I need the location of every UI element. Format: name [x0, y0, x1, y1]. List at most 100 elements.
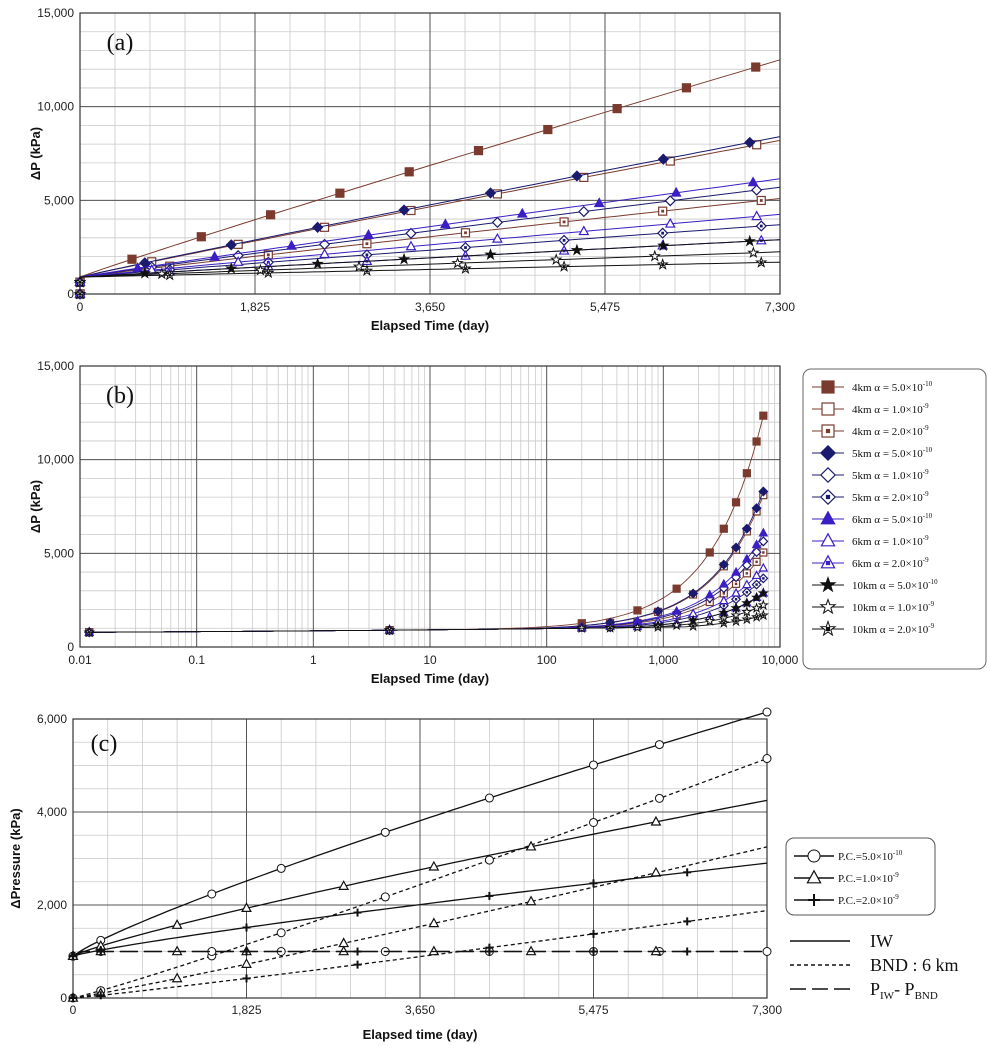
series: [69, 909, 768, 1002]
series-line: [72, 846, 768, 999]
marker-diamond: [405, 227, 417, 239]
data-point: [751, 210, 763, 221]
legend-label: 5km α = 2.0×10-9: [852, 490, 929, 504]
marker-dot: [266, 271, 270, 275]
legend-item: 4km α = 2.0×10-9: [812, 424, 929, 438]
y-tick-label: 0: [67, 640, 74, 654]
marker-star: [747, 246, 760, 259]
series: [83, 609, 769, 638]
data-point: [762, 947, 772, 956]
marker-square: [731, 498, 741, 507]
legend-label-sub: BND: [915, 990, 938, 1002]
legend-label-mantissa: 1.0×10: [892, 470, 923, 482]
marker-star: [741, 597, 753, 608]
marker-triangle: [751, 570, 762, 580]
data-point: [459, 262, 472, 274]
data-point: [751, 547, 762, 558]
marker-star: [311, 257, 324, 270]
marker-dot: [464, 267, 467, 271]
data-point: [704, 615, 716, 626]
series: [74, 220, 781, 300]
marker-triangle: [578, 225, 590, 236]
marker-triangle: [704, 589, 715, 599]
marker-diamond: [312, 221, 324, 233]
legend-label-prefix: 5km α =: [852, 448, 892, 460]
marker-dot: [745, 591, 749, 594]
marker-star: [254, 263, 267, 276]
marker-triangle: [338, 880, 350, 890]
marker-triangle: [664, 217, 676, 228]
legend-label-mantissa: 5.0×10: [892, 448, 923, 460]
series-line: [72, 909, 768, 999]
plot-frame: [79, 365, 781, 648]
legend-label-mantissa: 5.0×10: [892, 382, 923, 394]
data-point: [171, 945, 183, 956]
marker-diamond: [664, 195, 676, 207]
marker-star: [397, 252, 411, 265]
legend-marker: [819, 466, 837, 484]
x-tick-label: 10,000: [762, 653, 799, 667]
data-point: [755, 256, 768, 268]
data-point: [758, 486, 769, 497]
marker-star: [549, 253, 563, 265]
marker-circle: [276, 928, 286, 938]
data-point: [731, 566, 741, 576]
legend-frame: [802, 368, 987, 670]
marker-diamond: [758, 486, 769, 497]
data-point: [656, 258, 669, 270]
data-point: [525, 840, 537, 851]
data-point: [276, 863, 286, 873]
marker-triangle: [428, 917, 440, 928]
data-point: [657, 227, 669, 239]
data-point: [225, 239, 237, 251]
marker-diamond: [657, 153, 669, 165]
data-point: [549, 253, 563, 265]
data-point: [73, 287, 87, 300]
series: [85, 548, 768, 637]
x-tick-label: 1: [310, 653, 317, 667]
marker-triangle: [319, 248, 330, 259]
marker-dot: [365, 242, 369, 246]
marker-dot: [656, 626, 660, 629]
data-point: [593, 197, 605, 208]
marker-triangle: [516, 207, 528, 218]
legend-item: 4km α = 5.0×10-10: [812, 380, 933, 394]
data-point: [558, 244, 570, 255]
series: [84, 486, 769, 638]
plot-frame: [72, 718, 768, 999]
marker-star: [657, 239, 670, 251]
data-point: [338, 945, 350, 956]
data-point: [589, 879, 598, 888]
marker-triangle: [525, 840, 537, 851]
legend-label-exponent: -10: [893, 849, 903, 857]
marker-triangle: [439, 218, 451, 229]
marker-diamond: [819, 444, 837, 462]
legend-item: 6km α = 1.0×10-9: [812, 532, 929, 548]
marker-diamond: [758, 536, 769, 547]
data-point: [744, 136, 756, 149]
x-axis-label: Elapsed Time (day): [371, 671, 489, 686]
legend-label-mantissa: 2.0×10: [897, 624, 928, 636]
data-point: [719, 524, 728, 533]
legend-label-prefix: 10km α =: [852, 624, 897, 636]
data-point: [751, 503, 762, 514]
marker-diamond: [652, 606, 664, 617]
data-point: [648, 249, 661, 262]
legend-marker: [819, 444, 837, 462]
legend-item: 5km α = 2.0×10-9: [812, 488, 929, 506]
marker-square: [752, 437, 761, 446]
y-tick-label: 5,000: [44, 193, 74, 207]
marker-dot: [78, 292, 82, 296]
data-point: [604, 621, 616, 633]
legend-label: 4km α = 1.0×10-9: [852, 402, 929, 416]
x-tick-label: 1,825: [240, 300, 270, 314]
data-point: [559, 217, 569, 227]
marker-square: [821, 402, 835, 416]
legend-label: P.C.=5.0×10-10: [838, 849, 903, 863]
x-axis-label: Elapsed Time (day): [371, 318, 489, 333]
marker-triangle: [363, 229, 374, 239]
x-axis-label: Elapsed time (day): [363, 1027, 478, 1042]
data-point: [557, 260, 571, 272]
legend-label-text: P.C.=1.0×10: [838, 873, 893, 885]
legend-label-exponent: -9: [923, 556, 929, 564]
